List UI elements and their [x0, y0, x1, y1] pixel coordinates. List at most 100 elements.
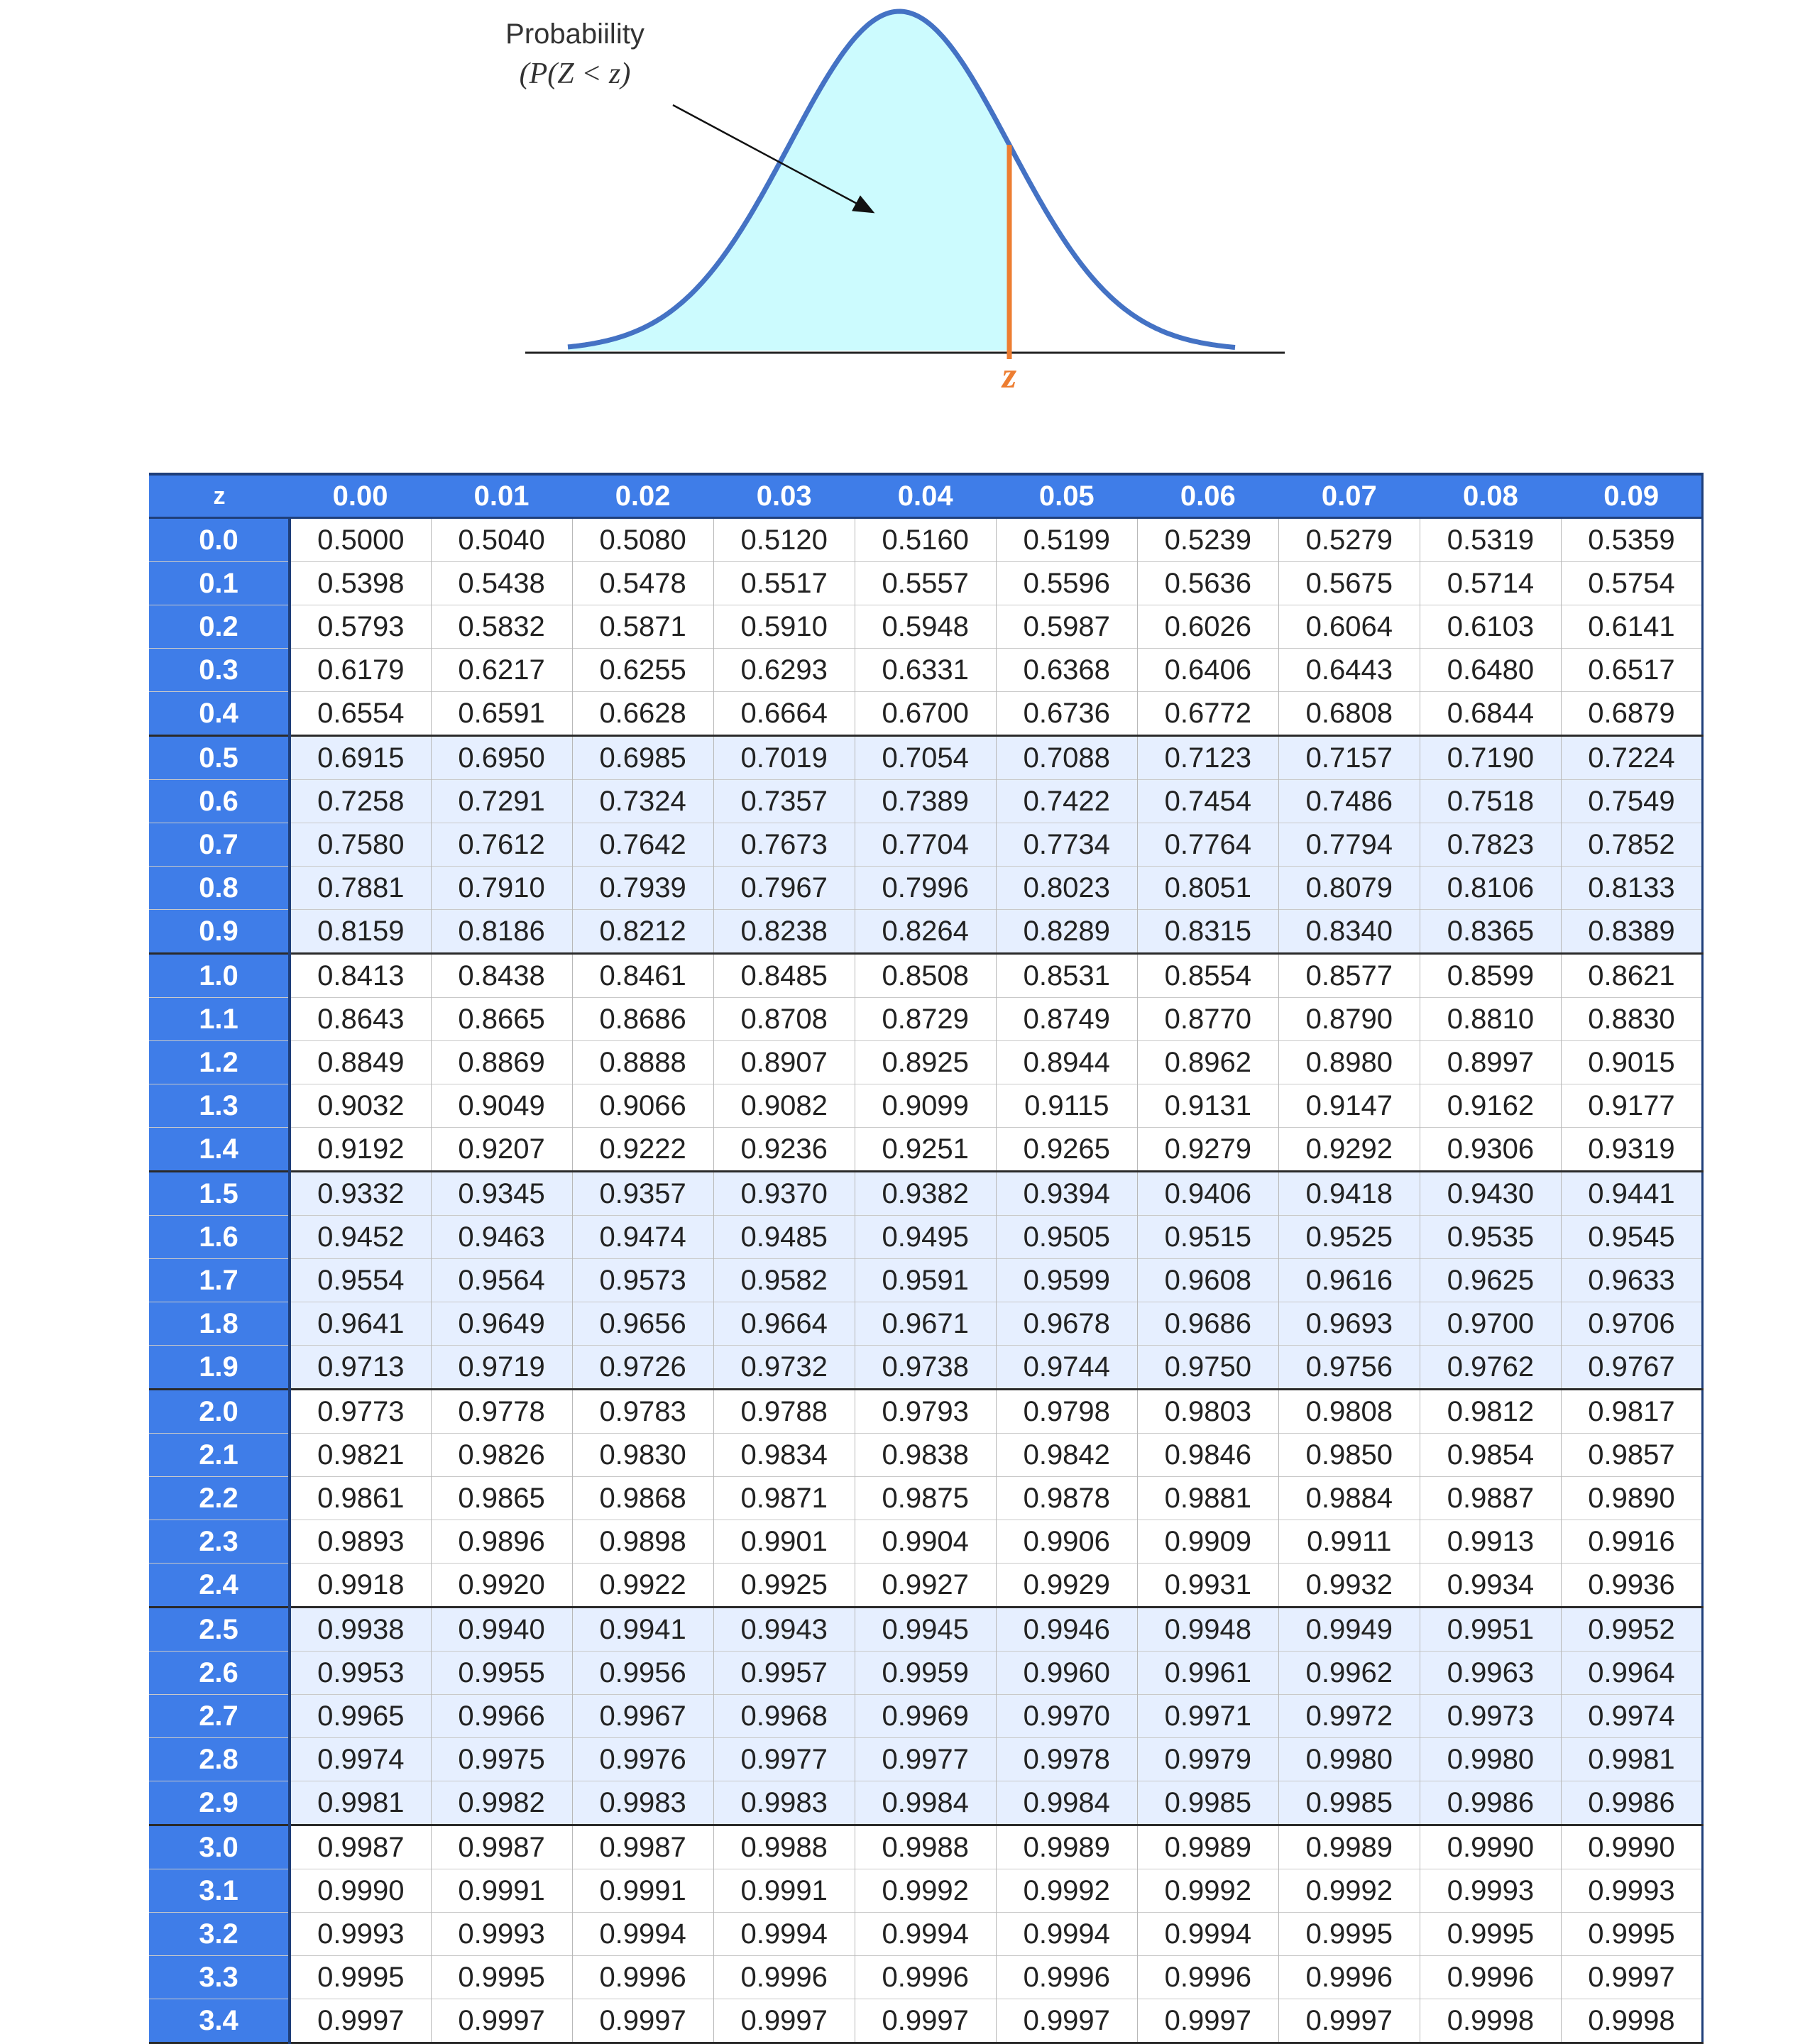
row-header-z: 2.6: [149, 1651, 291, 1695]
probability-cell: 0.9972: [1278, 1694, 1420, 1738]
row-header-z: 3.4: [149, 1999, 291, 2043]
probability-cell: 0.9207: [430, 1127, 573, 1172]
table-body: 0.0 0.5000 0.5040 0.5080 0.5120 0.5160 0.5199 0…: [149, 517, 1703, 2043]
probability-cell: 0.9988: [854, 1825, 997, 1869]
probability-cell: 0.9984: [854, 1781, 997, 1825]
z-axis-marker: z: [1002, 356, 1017, 396]
probability-cell: 0.9616: [1278, 1258, 1420, 1302]
probability-cell: 0.5319: [1419, 517, 1562, 562]
probability-cell: 0.5478: [571, 561, 714, 605]
table-row: 0.5 0.6915 0.6950 0.6985 0.7019 0.7054 0.7088 0…: [149, 735, 1703, 780]
probability-cell: 0.9664: [713, 1302, 855, 1346]
probability-cell: 0.6331: [854, 648, 997, 692]
probability-cell: 0.9251: [854, 1127, 997, 1172]
probability-cell: 0.8315: [1136, 909, 1279, 954]
probability-cell: 0.7704: [854, 823, 997, 867]
pointer-arrow: [672, 104, 875, 214]
probability-cell: 0.8238: [713, 909, 855, 954]
probability-cell: 0.9082: [713, 1084, 855, 1128]
probability-cell: 0.9989: [1278, 1825, 1420, 1869]
table-row: 1.0 0.8413 0.8438 0.8461 0.8485 0.8508 0.8531 0…: [149, 953, 1703, 998]
probability-cell: 0.9975: [430, 1737, 573, 1781]
row-header-z: 1.7: [149, 1258, 291, 1302]
probability-cell: 0.9808: [1278, 1389, 1420, 1434]
probability-cell: 0.7224: [1560, 735, 1703, 780]
probability-cell: 0.9996: [571, 1955, 714, 1999]
probability-cell: 0.5987: [995, 605, 1138, 649]
row-header-z: 2.4: [149, 1563, 291, 1608]
row-header-z: 0.2: [149, 605, 291, 649]
probability-cell: 0.5000: [290, 517, 432, 562]
probability-cell: 0.9927: [854, 1563, 997, 1608]
probability-cell: 0.9671: [854, 1302, 997, 1346]
probability-cell: 0.7422: [995, 779, 1138, 823]
probability-cell: 0.9997: [430, 1999, 573, 2043]
probability-cell: 0.9934: [1419, 1563, 1562, 1608]
probability-cell: 0.9945: [854, 1607, 997, 1652]
probability-cell: 0.9940: [430, 1607, 573, 1652]
probability-cell: 0.9700: [1419, 1302, 1562, 1346]
table-row: 3.0 0.9987 0.9987 0.9987 0.9988 0.9988 0.9989 0…: [149, 1825, 1703, 1869]
probability-cell: 0.9147: [1278, 1084, 1420, 1128]
row-header-z: 2.2: [149, 1476, 291, 1520]
probability-cell: 0.5714: [1419, 561, 1562, 605]
probability-cell: 0.9990: [1560, 1825, 1703, 1869]
probability-cell: 0.9099: [854, 1084, 997, 1128]
probability-cell: 0.9990: [290, 1869, 432, 1913]
probability-cell: 0.9474: [571, 1215, 714, 1259]
probability-cell: 0.7642: [571, 823, 714, 867]
probability-cell: 0.7823: [1419, 823, 1562, 867]
probability-cell: 0.9997: [995, 1999, 1138, 2043]
probability-cell: 0.9996: [995, 1955, 1138, 1999]
probability-cell: 0.9793: [854, 1389, 997, 1434]
probability-cell: 0.9996: [854, 1955, 997, 1999]
probability-cell: 0.9948: [1136, 1607, 1279, 1652]
probability-cell: 0.8643: [290, 997, 432, 1041]
table-row: 2.6 0.9953 0.9955 0.9956 0.9957 0.9959 0.9960 0…: [149, 1651, 1703, 1695]
probability-cell: 0.6950: [430, 735, 573, 780]
z-table: z 0.00 0.01 0.02 0.03 0.04 0.05 0.06 0.07 0.08 0.…: [149, 473, 1704, 2044]
row-header-z: 0.8: [149, 866, 291, 910]
probability-cell: 0.9953: [290, 1651, 432, 1695]
probability-cell: 0.9916: [1560, 1520, 1703, 1564]
probability-cell: 0.8708: [713, 997, 855, 1041]
probability-cell: 0.8133: [1560, 866, 1703, 910]
probability-cell: 0.9993: [1419, 1869, 1562, 1913]
probability-cell: 0.7123: [1136, 735, 1279, 780]
probability-cell: 0.5910: [713, 605, 855, 649]
table-row: 0.1 0.5398 0.5438 0.5478 0.5517 0.5557 0.5596 0…: [149, 561, 1703, 605]
probability-cell: 0.9788: [713, 1389, 855, 1434]
table-row: 2.9 0.9981 0.9982 0.9983 0.9983 0.9984 0.9984 0…: [149, 1781, 1703, 1825]
row-header-z: 0.6: [149, 779, 291, 823]
probability-cell: 0.9525: [1278, 1215, 1420, 1259]
table-row: 3.2 0.9993 0.9993 0.9994 0.9994 0.9994 0.9994 0…: [149, 1912, 1703, 1956]
probability-cell: 0.9345: [430, 1171, 573, 1216]
probability-cell: 0.8830: [1560, 997, 1703, 1041]
probability-cell: 0.5871: [571, 605, 714, 649]
probability-cell: 0.9115: [995, 1084, 1138, 1128]
probability-cell: 0.8461: [571, 953, 714, 998]
probability-cell: 0.9535: [1419, 1215, 1562, 1259]
probability-cell: 0.9961: [1136, 1651, 1279, 1695]
probability-cell: 0.9973: [1419, 1694, 1562, 1738]
probability-cell: 0.7996: [854, 866, 997, 910]
probability-cell: 0.8770: [1136, 997, 1279, 1041]
row-header-z: 0.5: [149, 735, 291, 780]
probability-cell: 0.7486: [1278, 779, 1420, 823]
probability-cell: 0.9430: [1419, 1171, 1562, 1216]
probability-cell: 0.9931: [1136, 1563, 1279, 1608]
probability-cell: 0.9693: [1278, 1302, 1420, 1346]
probability-cell: 0.9964: [1560, 1651, 1703, 1695]
probability-cell: 0.9901: [713, 1520, 855, 1564]
probability-cell: 0.8365: [1419, 909, 1562, 954]
probability-cell: 0.9441: [1560, 1171, 1703, 1216]
probability-cell: 0.8849: [290, 1040, 432, 1084]
probability-cell: 0.9995: [1278, 1912, 1420, 1956]
probability-cell: 0.9974: [290, 1737, 432, 1781]
probability-cell: 0.9979: [1136, 1737, 1279, 1781]
probability-cell: 0.7157: [1278, 735, 1420, 780]
probability-cell: 0.9279: [1136, 1127, 1279, 1172]
probability-cell: 0.9582: [713, 1258, 855, 1302]
probability-cell: 0.9998: [1560, 1999, 1703, 2043]
probability-cell: 0.8212: [571, 909, 714, 954]
